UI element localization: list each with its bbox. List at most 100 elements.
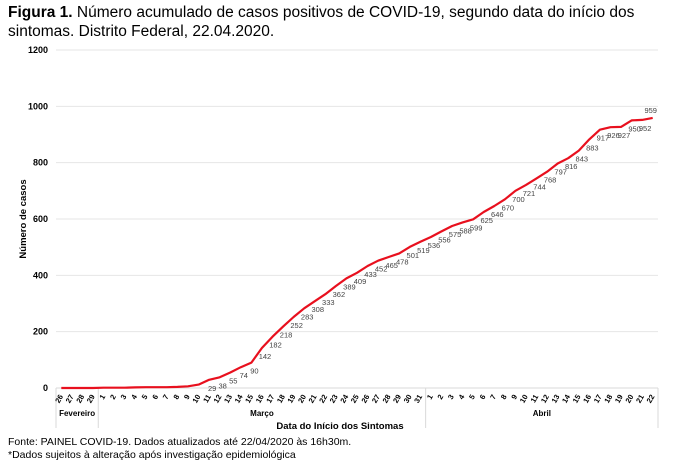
x-tick-Março-22: 22 bbox=[317, 393, 329, 405]
data-label-17: 74 bbox=[240, 371, 248, 380]
data-label-20: 182 bbox=[269, 341, 282, 350]
data-label-21: 218 bbox=[280, 331, 293, 340]
x-tick-Abril-3: 3 bbox=[446, 393, 456, 401]
x-tick-Março-3: 3 bbox=[119, 393, 129, 401]
data-label-56: 959 bbox=[644, 106, 657, 115]
data-label-22: 252 bbox=[290, 321, 303, 330]
x-tick-Abril-2: 2 bbox=[435, 393, 445, 401]
x-tick-Abril-6: 6 bbox=[478, 393, 488, 401]
x-tick-Abril-16: 16 bbox=[581, 393, 593, 405]
x-tick-Março-19: 19 bbox=[285, 393, 297, 405]
data-label-47: 797 bbox=[554, 168, 567, 177]
data-label-37: 575 bbox=[449, 230, 462, 239]
y-tick-0: 0 bbox=[43, 383, 48, 393]
y-tick-600: 600 bbox=[33, 214, 48, 224]
x-tick-Março-27: 27 bbox=[370, 393, 382, 405]
x-tick-Março-10: 10 bbox=[190, 393, 202, 405]
data-label-29: 433 bbox=[364, 270, 377, 279]
data-label-46: 768 bbox=[544, 176, 557, 185]
y-tick-400: 400 bbox=[33, 270, 48, 280]
x-tick-Março-6: 6 bbox=[150, 393, 160, 401]
x-tick-Março-7: 7 bbox=[161, 393, 171, 401]
x-tick-Fevereiro-26: 26 bbox=[53, 393, 65, 405]
x-tick-Março-20: 20 bbox=[296, 393, 308, 405]
data-label-40: 625 bbox=[480, 216, 493, 225]
data-label-33: 501 bbox=[407, 251, 420, 260]
x-tick-Março-4: 4 bbox=[129, 392, 139, 401]
series-line-casos bbox=[61, 116, 653, 390]
x-tick-Março-17: 17 bbox=[264, 393, 276, 405]
data-label-44: 721 bbox=[523, 189, 536, 198]
disclaimer-note: *Dados sujeitos à alteração após investi… bbox=[8, 449, 296, 461]
x-tick-Março-30: 30 bbox=[402, 393, 414, 405]
data-label-23: 283 bbox=[301, 312, 314, 321]
data-label-24: 308 bbox=[311, 305, 324, 314]
x-tick-Abril-5: 5 bbox=[467, 393, 477, 401]
month-label-Fevereiro: Fevereiro bbox=[59, 409, 95, 418]
gridlines bbox=[56, 49, 658, 333]
x-tick-Março-12: 12 bbox=[212, 393, 224, 405]
x-tick-Abril-21: 21 bbox=[634, 393, 646, 405]
data-label-51: 917 bbox=[597, 134, 610, 143]
data-label-15: 38 bbox=[219, 381, 227, 390]
x-tick-Março-11: 11 bbox=[201, 393, 213, 404]
x-tick-Março-9: 9 bbox=[182, 393, 192, 401]
x-tick-Março-2: 2 bbox=[108, 393, 118, 401]
x-tick-Março-15: 15 bbox=[243, 393, 255, 405]
source-note: Fonte: PAINEL COVID-19. Dados atualizado… bbox=[8, 436, 352, 448]
y-tick-1200: 1200 bbox=[28, 45, 48, 55]
data-label-34: 519 bbox=[417, 246, 430, 255]
x-tick-Abril-18: 18 bbox=[602, 393, 614, 405]
month-label-Abril: Abril bbox=[533, 409, 551, 418]
data-label-53: 927 bbox=[618, 131, 631, 140]
x-tick-Abril-12: 12 bbox=[539, 393, 551, 405]
x-tick-Março-1: 1 bbox=[97, 393, 107, 401]
figure-number: Figura 1. bbox=[8, 4, 73, 21]
data-label-35: 536 bbox=[428, 241, 441, 250]
footer: Fonte: PAINEL COVID-19. Dados atualizado… bbox=[8, 436, 351, 462]
data-label-16: 55 bbox=[229, 377, 237, 386]
x-tick-Março-28: 28 bbox=[381, 393, 393, 405]
x-tick-Fevereiro-29: 29 bbox=[85, 393, 97, 405]
y-tick-1000: 1000 bbox=[28, 101, 48, 111]
y-tick-labels: 0 200 400 600 800 1000 1200 bbox=[28, 45, 48, 393]
data-label-45: 744 bbox=[533, 182, 546, 191]
x-tick-Abril-10: 10 bbox=[518, 393, 530, 405]
y-tick-800: 800 bbox=[33, 158, 48, 168]
figure-caption: Número acumulado de casos positivos de C… bbox=[8, 4, 635, 40]
x-tick-Março-5: 5 bbox=[140, 393, 150, 401]
x-tick-Março-26: 26 bbox=[359, 393, 371, 405]
x-tick-Fevereiro-28: 28 bbox=[74, 393, 86, 405]
data-label-52: 926 bbox=[607, 131, 620, 140]
data-label-48: 816 bbox=[565, 162, 578, 171]
y-axis-title: Número de casos bbox=[18, 179, 29, 258]
x-tick-Março-21: 21 bbox=[307, 393, 319, 405]
x-tick-Abril-13: 13 bbox=[550, 393, 562, 405]
x-tick-Abril-1: 1 bbox=[425, 393, 435, 401]
x-tick-Fevereiro-27: 27 bbox=[64, 393, 76, 405]
data-label-26: 362 bbox=[333, 290, 346, 299]
data-label-27: 389 bbox=[343, 282, 356, 291]
data-label-18: 90 bbox=[250, 367, 258, 376]
data-label-30: 452 bbox=[375, 265, 388, 274]
x-tick-Abril-7: 7 bbox=[488, 393, 498, 401]
x-tick-Março-29: 29 bbox=[391, 393, 403, 405]
data-label-39: 599 bbox=[470, 223, 483, 232]
data-label-50: 883 bbox=[586, 143, 599, 152]
data-label-31: 465 bbox=[385, 261, 398, 270]
x-tick-Março-25: 25 bbox=[349, 393, 361, 405]
x-tick-Março-8: 8 bbox=[171, 393, 181, 401]
x-tick-Abril-15: 15 bbox=[571, 393, 583, 405]
x-tick-Abril-11: 11 bbox=[529, 393, 541, 404]
y-tick-200: 200 bbox=[33, 327, 48, 337]
data-label-32: 478 bbox=[396, 257, 409, 266]
data-label-54: 950 bbox=[628, 124, 641, 133]
month-labels: Fevereiro Março Abril bbox=[59, 409, 551, 418]
data-label-55: 952 bbox=[639, 124, 652, 133]
x-tick-Março-23: 23 bbox=[328, 393, 340, 405]
data-label-28: 409 bbox=[354, 277, 367, 286]
x-tick-Abril-20: 20 bbox=[623, 393, 635, 405]
